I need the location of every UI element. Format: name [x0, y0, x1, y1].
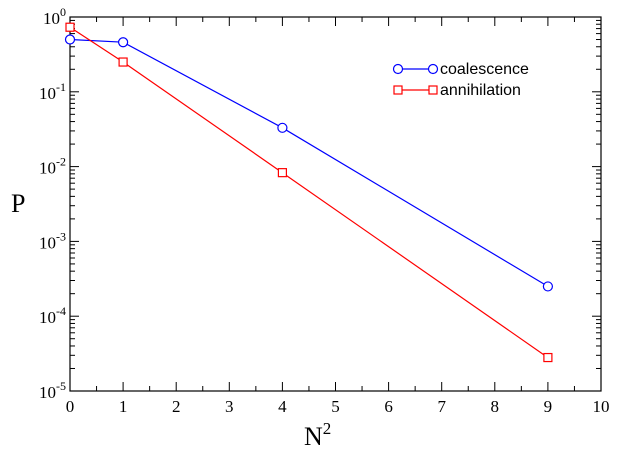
- x-tick-label: 5: [331, 397, 340, 416]
- legend-label: annihilation: [440, 82, 521, 99]
- data-point: [277, 168, 287, 178]
- legend-marker: [392, 63, 404, 75]
- legend: coalescence annihilation: [392, 61, 529, 99]
- data-point: [277, 122, 288, 133]
- y-tick-label: 10-5: [39, 379, 66, 402]
- y-tick-label: 10-3: [39, 229, 66, 252]
- data-point: [118, 57, 128, 67]
- x-axis-title: N2: [304, 419, 331, 450]
- x-tick-label: 7: [437, 397, 446, 416]
- series-layer: [64, 22, 554, 363]
- legend-entry: annihilation: [393, 82, 521, 99]
- legend-label: coalescence: [440, 61, 529, 78]
- x-tick-label: 4: [278, 397, 287, 416]
- x-tick-labels: 0 1 2 3 4 5 6 7 8 9 10: [66, 397, 610, 416]
- series-line: [69, 26, 549, 359]
- x-tick-label: 10: [593, 397, 610, 416]
- data-point: [542, 281, 554, 292]
- x-tick-label: 1: [119, 397, 128, 416]
- x-tick-label: 6: [384, 397, 393, 416]
- x-tick-label: 3: [225, 397, 234, 416]
- data-point: [65, 22, 75, 32]
- x-tick-label: 9: [544, 397, 553, 416]
- x-tick-label: 0: [66, 397, 75, 416]
- y-tick-label: 10-2: [39, 155, 66, 178]
- y-tick-label: 10-4: [39, 304, 66, 327]
- series-annihilation: [65, 22, 553, 363]
- y-tick-label: 10-1: [39, 80, 66, 103]
- data-point: [543, 352, 553, 363]
- y-tick-label: 100: [43, 5, 66, 28]
- y-axis-title: P: [11, 189, 25, 218]
- legend-entry: coalescence: [392, 61, 529, 78]
- legend-marker: [393, 85, 403, 95]
- y-tick-labels: 100 10-1 10-2 10-3 10-4 10-5: [39, 5, 66, 402]
- data-point: [117, 37, 129, 48]
- axis-ticks: [69, 16, 602, 392]
- legend-marker: [428, 85, 438, 95]
- x-tick-label: 8: [491, 397, 500, 416]
- data-point: [64, 34, 76, 45]
- x-tick-label: 2: [172, 397, 181, 416]
- legend-marker: [427, 63, 439, 75]
- series-coalescence: [64, 34, 554, 292]
- series-line: [69, 38, 549, 287]
